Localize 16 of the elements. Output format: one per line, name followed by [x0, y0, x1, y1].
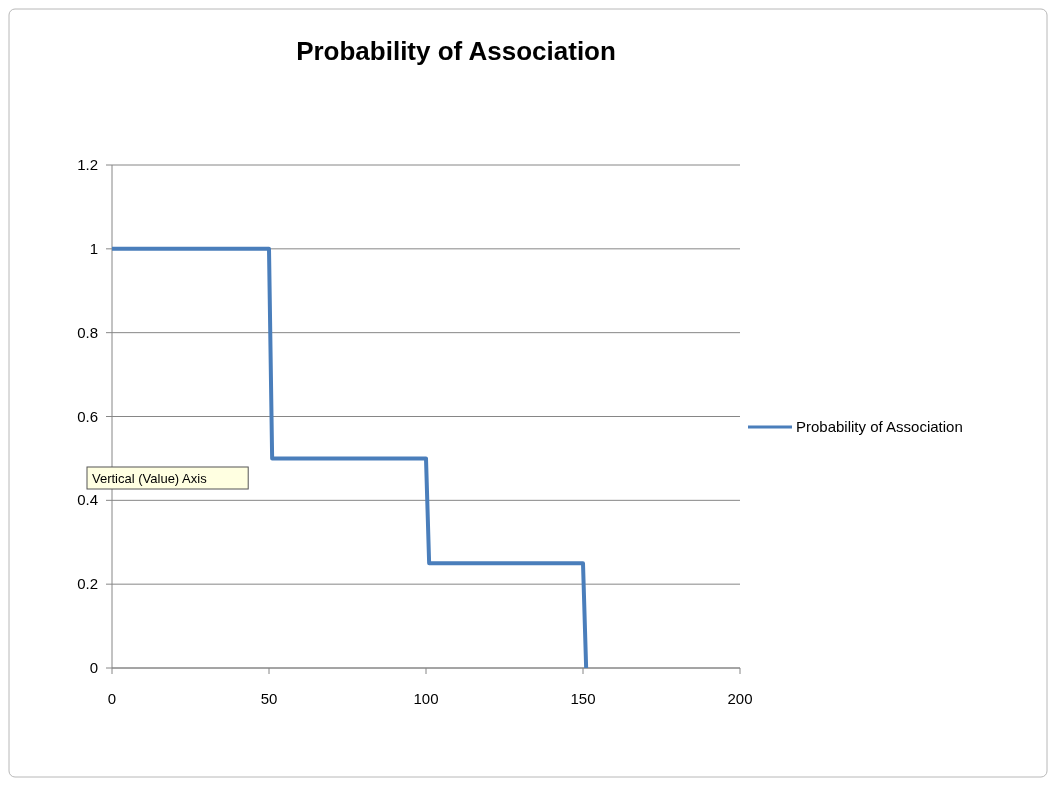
chart-title: Probability of Association — [296, 36, 616, 66]
x-tick-label: 50 — [260, 690, 278, 707]
annotation: Vertical (Value) Axis — [92, 471, 208, 486]
x-tick-label: 100 — [413, 690, 439, 707]
legend-label: Probability of Association — [796, 418, 963, 435]
tooltip: Vertical (Value) Axis — [86, 466, 249, 490]
y-tick-label: 0.8 — [77, 323, 98, 341]
x-tick-label: 200 — [727, 690, 753, 707]
y-tick-label: 1.2 — [77, 156, 98, 173]
y-tick-label: 0.4 — [77, 491, 98, 509]
x-tick-label: 150 — [570, 690, 596, 707]
y-tick-label: 0.6 — [77, 407, 98, 425]
y-tick-label: 0 — [89, 659, 98, 676]
y-tick-label: 1 — [89, 239, 98, 257]
y-tick-label: 0.2 — [77, 575, 98, 593]
x-tick-label: 0 — [107, 690, 117, 707]
